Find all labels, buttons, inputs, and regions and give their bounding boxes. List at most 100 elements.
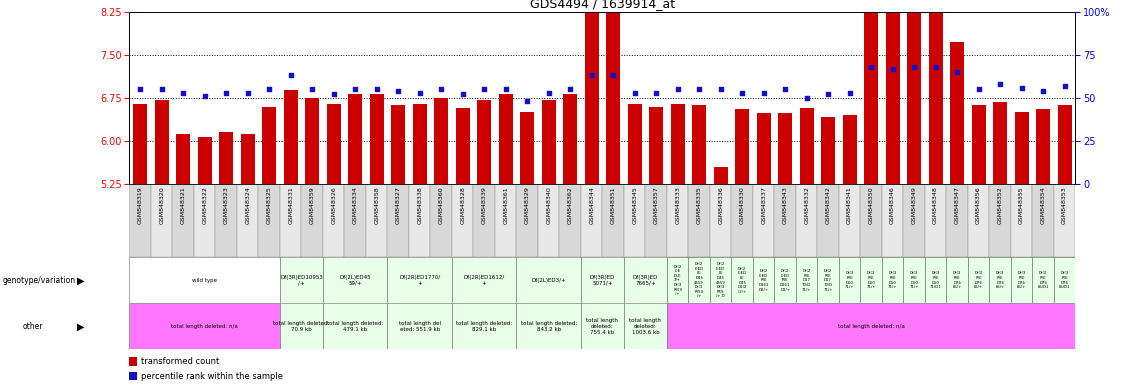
Bar [732, 257, 753, 303]
Bar [709, 184, 732, 257]
Text: Df(2
L)E
DLE
3/+
Df(3
R)59
/+: Df(2 L)E DLE 3/+ Df(3 R)59 /+ [673, 265, 682, 296]
Bar [1033, 257, 1054, 303]
Bar [430, 184, 452, 257]
Point [368, 86, 386, 92]
Bar [821, 117, 835, 184]
Bar [671, 104, 685, 184]
Bar [924, 184, 946, 257]
Point [346, 86, 364, 92]
Text: total length
deleted:
1003.6 kb: total length deleted: 1003.6 kb [629, 318, 661, 335]
Text: Df(2L)ED3/+: Df(2L)ED3/+ [531, 278, 566, 283]
Bar [280, 184, 302, 257]
Text: Df(2
L)ED
LE
D45
4559
Df(3
R)59
/+: Df(2 L)ED LE D45 4559 Df(3 R)59 /+ [695, 262, 704, 298]
Text: total length deleted: n/a: total length deleted: n/a [171, 324, 239, 329]
Point [303, 86, 321, 92]
Text: GSM848322: GSM848322 [203, 187, 207, 224]
Bar [908, 0, 921, 184]
Text: total length
deleted:
755.4 kb: total length deleted: 755.4 kb [587, 318, 618, 335]
Bar [667, 303, 1075, 349]
Point [841, 90, 859, 96]
Bar [387, 184, 409, 257]
Point [561, 86, 579, 92]
Bar [624, 184, 645, 257]
Point [905, 64, 923, 70]
Bar [129, 357, 136, 366]
Bar [990, 184, 1011, 257]
Point [754, 90, 772, 96]
Bar [993, 102, 1007, 184]
Bar [972, 106, 985, 184]
Bar [882, 184, 903, 257]
Bar [581, 303, 624, 349]
Bar [413, 104, 427, 184]
Bar [302, 184, 323, 257]
Bar [133, 104, 148, 184]
Text: Df(2R)ED1770/
+: Df(2R)ED1770/ + [399, 275, 440, 286]
Bar [456, 108, 470, 184]
Text: Df(2
R)E
D17
70/D
71/+: Df(2 R)E D17 70/D 71/+ [802, 269, 812, 291]
Bar [602, 184, 624, 257]
Text: GSM848336: GSM848336 [718, 187, 723, 224]
Bar [215, 184, 236, 257]
Bar [452, 257, 517, 303]
Text: Df(3
R)E
D76
65/+: Df(3 R)E D76 65/+ [953, 271, 962, 289]
Bar [1054, 184, 1075, 257]
Text: GSM848358: GSM848358 [374, 187, 379, 224]
Text: GSM848343: GSM848343 [783, 187, 787, 224]
Bar [796, 257, 817, 303]
Bar [323, 257, 387, 303]
Text: GSM848357: GSM848357 [654, 187, 659, 224]
Bar [735, 109, 749, 184]
Bar [667, 184, 688, 257]
Bar [606, 0, 620, 184]
Bar [1011, 184, 1033, 257]
Point [411, 90, 429, 96]
Point [132, 86, 150, 92]
Point [582, 72, 600, 78]
Text: GSM848334: GSM848334 [352, 187, 358, 224]
Bar [692, 106, 706, 184]
Text: GSM848328: GSM848328 [461, 187, 465, 224]
Text: Df(3
R)E
D50
71/+: Df(3 R)E D50 71/+ [888, 271, 897, 289]
Bar [757, 114, 770, 184]
Text: Df(3R)ED
7665/+: Df(3R)ED 7665/+ [633, 275, 658, 286]
Bar [391, 106, 405, 184]
Text: GSM848342: GSM848342 [825, 187, 831, 224]
Point [153, 86, 171, 92]
Text: GSM848359: GSM848359 [310, 187, 314, 224]
Bar [753, 257, 775, 303]
Text: Df(3
R)E
D76
65/D1: Df(3 R)E D76 65/D1 [1037, 271, 1048, 289]
Bar [542, 100, 555, 184]
Text: GSM848339: GSM848339 [482, 187, 486, 224]
Text: GSM848338: GSM848338 [418, 187, 422, 224]
Text: GSM848319: GSM848319 [137, 187, 143, 224]
Bar [864, 0, 878, 184]
Point [605, 72, 623, 78]
Bar [968, 257, 990, 303]
Text: GSM848348: GSM848348 [933, 187, 938, 224]
Bar [990, 257, 1011, 303]
Bar [327, 104, 341, 184]
Point [432, 86, 450, 92]
Bar [387, 257, 452, 303]
Text: total length deleted:
829.1 kb: total length deleted: 829.1 kb [456, 321, 512, 332]
Text: GSM848360: GSM848360 [439, 187, 444, 224]
Bar [775, 257, 796, 303]
Bar [409, 184, 430, 257]
Point [991, 81, 1009, 87]
Bar [154, 100, 169, 184]
Bar [709, 257, 732, 303]
Bar [435, 98, 448, 184]
Text: GSM848361: GSM848361 [503, 187, 508, 224]
Bar [563, 94, 578, 184]
Text: GSM848353: GSM848353 [1062, 187, 1067, 224]
Bar [1015, 112, 1028, 184]
Bar [624, 303, 667, 349]
Text: wild type: wild type [193, 278, 217, 283]
Text: Df(2
L)ED
R)E
D161
D2/+: Df(2 L)ED R)E D161 D2/+ [759, 269, 769, 291]
Bar [477, 100, 491, 184]
Bar [369, 94, 384, 184]
Bar [259, 184, 280, 257]
Bar [645, 184, 667, 257]
Bar [924, 257, 946, 303]
